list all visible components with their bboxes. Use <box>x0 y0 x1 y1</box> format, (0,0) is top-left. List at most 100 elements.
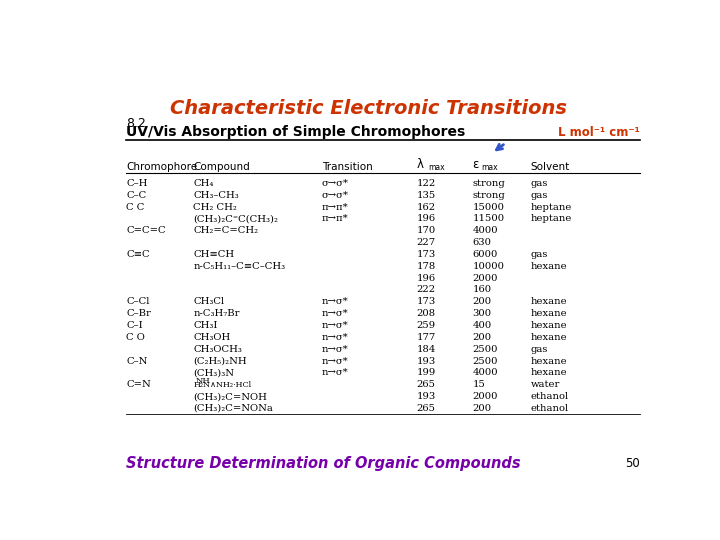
Text: 170: 170 <box>416 226 436 235</box>
Text: 15000: 15000 <box>472 202 504 212</box>
Text: C=N: C=N <box>126 380 151 389</box>
Text: gas: gas <box>531 250 548 259</box>
Text: 265: 265 <box>416 404 436 413</box>
Text: C=C=C: C=C=C <box>126 226 166 235</box>
Text: 259: 259 <box>416 321 436 330</box>
Text: 200: 200 <box>472 404 491 413</box>
Text: 122: 122 <box>416 179 436 188</box>
Text: (CH₃)₂C=NONa: (CH₃)₂C=NONa <box>193 404 273 413</box>
Text: Transition: Transition <box>322 161 372 172</box>
Text: max: max <box>428 163 446 172</box>
Text: 173: 173 <box>416 298 436 306</box>
Text: C–C: C–C <box>126 191 147 200</box>
Text: (CH₃)₂C⁼C(CH₃)₂: (CH₃)₂C⁼C(CH₃)₂ <box>193 214 278 224</box>
Text: ethanol: ethanol <box>531 404 569 413</box>
Text: 193: 193 <box>416 356 436 366</box>
Text: 15: 15 <box>472 380 485 389</box>
Text: gas: gas <box>531 179 548 188</box>
Text: 10000: 10000 <box>472 262 504 271</box>
Text: 208: 208 <box>416 309 436 318</box>
Text: 162: 162 <box>416 202 436 212</box>
Text: (C₂H₅)₂NH: (C₂H₅)₂NH <box>193 356 247 366</box>
Text: n→σ*: n→σ* <box>322 321 348 330</box>
Text: heptane: heptane <box>531 214 572 224</box>
Text: CH₄: CH₄ <box>193 179 214 188</box>
Text: 196: 196 <box>416 274 436 282</box>
Text: 2500: 2500 <box>472 356 498 366</box>
Text: L mol⁻¹ cm⁻¹: L mol⁻¹ cm⁻¹ <box>558 126 639 139</box>
Text: 2000: 2000 <box>472 392 498 401</box>
Text: n→σ*: n→σ* <box>322 333 348 342</box>
Text: 196: 196 <box>416 214 436 224</box>
Text: NH: NH <box>196 376 211 384</box>
Text: CH₃Cl: CH₃Cl <box>193 298 225 306</box>
Text: heptane: heptane <box>531 202 572 212</box>
Text: CH₃OCH₃: CH₃OCH₃ <box>193 345 242 354</box>
Text: C O: C O <box>126 333 145 342</box>
Text: n→σ*: n→σ* <box>322 309 348 318</box>
Text: 222: 222 <box>416 286 436 294</box>
Text: λ: λ <box>416 158 423 171</box>
Text: strong: strong <box>472 179 505 188</box>
Text: 300: 300 <box>472 309 491 318</box>
Text: CH₂ CH₂: CH₂ CH₂ <box>193 202 237 212</box>
Text: 265: 265 <box>416 380 436 389</box>
Text: n→σ*: n→σ* <box>322 298 348 306</box>
Text: 200: 200 <box>472 333 491 342</box>
Text: 630: 630 <box>472 238 491 247</box>
Text: ethanol: ethanol <box>531 392 569 401</box>
Text: hexane: hexane <box>531 298 567 306</box>
Text: n-C₅H₁₁–C≡C–CH₃: n-C₅H₁₁–C≡C–CH₃ <box>193 262 285 271</box>
Text: gas: gas <box>531 191 548 200</box>
Text: Characteristic Electronic Transitions: Characteristic Electronic Transitions <box>171 99 567 118</box>
Text: 6000: 6000 <box>472 250 498 259</box>
Text: Solvent: Solvent <box>531 161 570 172</box>
Text: 193: 193 <box>416 392 436 401</box>
Text: π→π*: π→π* <box>322 202 348 212</box>
Text: C–H: C–H <box>126 179 148 188</box>
Text: 11500: 11500 <box>472 214 504 224</box>
Text: 173: 173 <box>416 250 436 259</box>
Text: gas: gas <box>531 345 548 354</box>
Text: 178: 178 <box>416 262 436 271</box>
Text: max: max <box>481 163 498 172</box>
Text: C–I: C–I <box>126 321 143 330</box>
Text: 227: 227 <box>416 238 436 247</box>
Text: hexane: hexane <box>531 356 567 366</box>
Text: hexane: hexane <box>531 262 567 271</box>
Text: strong: strong <box>472 191 505 200</box>
Text: CH₃I: CH₃I <box>193 321 217 330</box>
Text: 4000: 4000 <box>472 368 498 377</box>
Text: 160: 160 <box>472 286 491 294</box>
Text: Compound: Compound <box>193 161 250 172</box>
Text: Structure Determination of Organic Compounds: Structure Determination of Organic Compo… <box>126 456 521 471</box>
Text: 200: 200 <box>472 298 491 306</box>
Text: CH₃–CH₃: CH₃–CH₃ <box>193 191 239 200</box>
Text: hexane: hexane <box>531 309 567 318</box>
Text: C–Cl: C–Cl <box>126 298 150 306</box>
Text: 50: 50 <box>625 457 639 470</box>
Text: hexane: hexane <box>531 321 567 330</box>
Text: π→π*: π→π* <box>322 214 348 224</box>
Text: CH₂=C=CH₂: CH₂=C=CH₂ <box>193 226 258 235</box>
Text: (CH₃)₃N: (CH₃)₃N <box>193 368 234 377</box>
Text: n-C₃H₇Br: n-C₃H₇Br <box>193 309 240 318</box>
Text: 2500: 2500 <box>472 345 498 354</box>
Text: C–N: C–N <box>126 356 148 366</box>
Text: (CH₃)₂C=NOH: (CH₃)₂C=NOH <box>193 392 267 401</box>
Text: σ→σ*: σ→σ* <box>322 191 348 200</box>
Text: water: water <box>531 380 560 389</box>
Text: 4000: 4000 <box>472 226 498 235</box>
Text: 8.2: 8.2 <box>126 117 146 130</box>
Text: ε: ε <box>472 158 479 171</box>
Text: n→σ*: n→σ* <box>322 368 348 377</box>
Text: C–Br: C–Br <box>126 309 151 318</box>
Text: 199: 199 <box>416 368 436 377</box>
Text: 2000: 2000 <box>472 274 498 282</box>
Text: C≡C: C≡C <box>126 250 150 259</box>
Text: hexane: hexane <box>531 368 567 377</box>
Text: UV/Vis Absorption of Simple Chromophores: UV/Vis Absorption of Simple Chromophores <box>126 125 466 139</box>
Text: 184: 184 <box>416 345 436 354</box>
Text: n→σ*: n→σ* <box>322 345 348 354</box>
Text: 135: 135 <box>416 191 436 200</box>
